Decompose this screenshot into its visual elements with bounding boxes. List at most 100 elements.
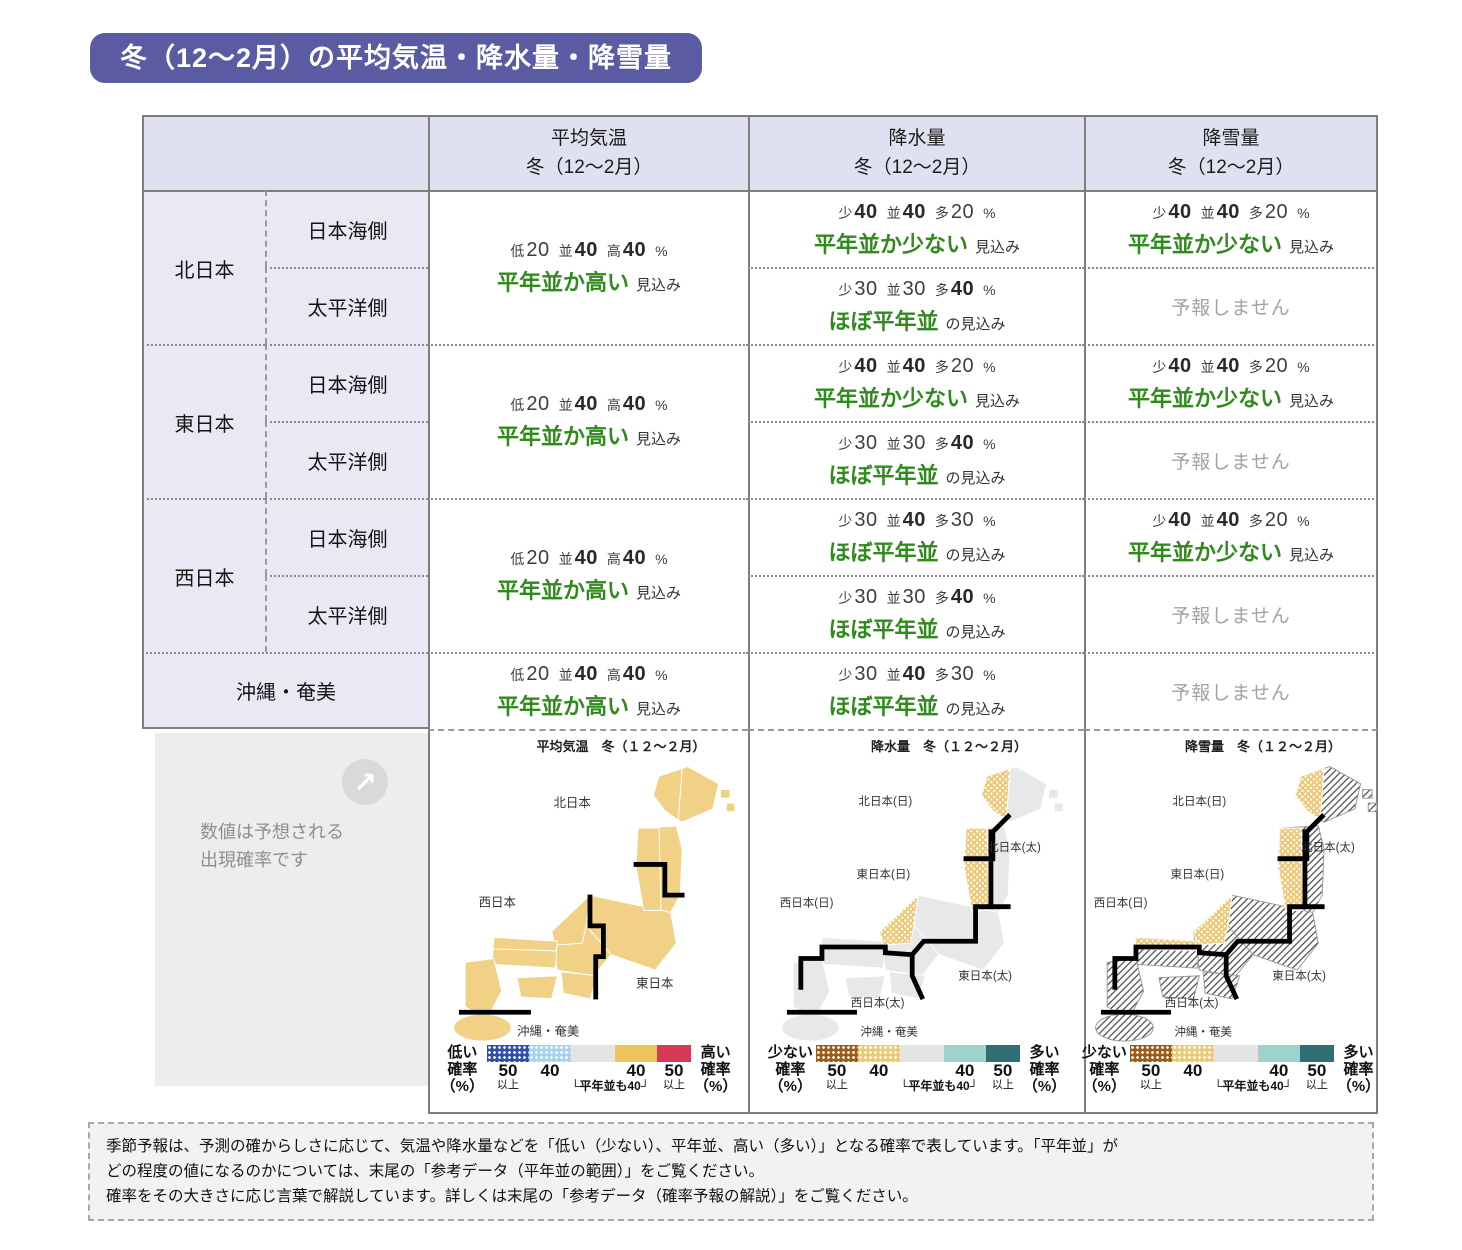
map-region-label: 東日本(太): [958, 969, 1012, 983]
side-label: 太平洋側: [265, 575, 428, 652]
forecast-summary: 平年並か高い 見込み: [496, 424, 682, 449]
region-divider-line: [633, 862, 685, 898]
map-region-label: 沖縄・奄美: [517, 1023, 579, 1038]
forecast-cell-precip: 少 30 並 30 多 40% ほぼ平年並 の見込み: [748, 575, 1084, 652]
legend-color-bar: [487, 1045, 691, 1062]
map-title: 降雪量 冬（１２～２月）: [1184, 739, 1341, 754]
probability-values: 低 20 並 40 高 40%: [510, 547, 668, 569]
legend-segment: [571, 1045, 615, 1062]
footer-note-line: どの程度の値になるのかについては、末尾の「参考データ（平年並の範囲）」をご覧くだ…: [106, 1163, 764, 1181]
japan-map-svg: 北日本(日) 北日本(太) 東日本(日) 西日本(日) 東日本(太) 西日本(太) 沖縄・奄…: [780, 765, 1064, 1042]
header-temperature: 平均気温 冬（12～2月）: [428, 115, 748, 190]
legend-segment: [1129, 1045, 1172, 1062]
header-snowfall-line2: 冬（12～2月）: [1167, 156, 1295, 178]
header-empty-cell: [142, 115, 428, 190]
legend-segment: [487, 1045, 529, 1062]
probability-values: 少 40 並 40 多 20%: [838, 354, 996, 377]
legend-ticks: 以上 └平年並も40┘ 以上: [825, 1079, 1014, 1093]
probability-values: 少 30 並 40 多 30%: [838, 508, 996, 531]
no-forecast-text: 予報しません: [1171, 683, 1291, 704]
map-region-label: 東日本(日): [1171, 867, 1225, 881]
probability-values: 少 40 並 40 多 20%: [1152, 200, 1310, 223]
header-precipitation-line2: 冬（12～2月）: [853, 156, 981, 178]
probability-values: 低 20 並 40 高 40%: [510, 393, 668, 415]
page-title: 冬（12～2月）の平均気温・降水量・降雪量: [90, 33, 703, 83]
legend-segment: [1257, 1045, 1300, 1062]
legend-ticks: 50 40 40 50: [498, 1061, 684, 1080]
forecast-summary: 平年並か少ない 見込み: [1127, 385, 1335, 411]
legend-segment: [1171, 1045, 1214, 1062]
region-label-east: 東日本: [142, 344, 265, 498]
region-label-north: 北日本: [142, 190, 265, 344]
map-region-label: 北日本(日): [858, 794, 912, 808]
legend-segment: [529, 1045, 571, 1062]
forecast-cell-temp: 低 20 並 40 高 40% 平年並か高い 見込み: [428, 498, 748, 652]
forecast-summary: 平年並か少ない 見込み: [813, 385, 1021, 411]
header-precipitation: 降水量 冬（12～2月）: [748, 115, 1084, 190]
map-region-label: 西日本(日): [780, 896, 834, 910]
side-label: 日本海側: [265, 344, 428, 421]
map-region-label: 東日本: [636, 976, 674, 990]
map-region-label: 北日本(太): [1301, 840, 1355, 854]
map-region-label: 北日本(日): [1172, 794, 1226, 808]
side-label: 日本海側: [265, 190, 428, 267]
forecast-cell-snow: 少 40 並 40 多 20% 平年並か少ない 見込み: [1084, 344, 1378, 421]
map-region-label: 西日本(太): [1165, 996, 1219, 1010]
legend-segment: [815, 1045, 858, 1062]
forecast-cell-precip: 少 30 並 30 多 40% ほぼ平年並 の見込み: [748, 421, 1084, 498]
side-label: 太平洋側: [265, 267, 428, 344]
forecast-cell-snow: 予報しません: [1084, 267, 1378, 344]
legend-segment: [1299, 1045, 1334, 1062]
legend-segment: [657, 1045, 691, 1062]
legend-segment: [943, 1045, 986, 1062]
forecast-cell-snow: 少 40 並 40 多 20% 平年並か少ない 見込み: [1084, 190, 1378, 267]
probability-values: 低 20 並 40 高 40%: [510, 662, 668, 685]
region-divider-line: [587, 894, 606, 1000]
map-legend: 少ない 確率 （%） 50 40 40 50 以上 └平年並も40┘ 以上 多い 確率 （%）: [1082, 1044, 1380, 1095]
header-snowfall-line1: 降雪量: [1202, 128, 1260, 149]
legend-segment: [1213, 1045, 1258, 1062]
footer-note-line: 確率をその大きさに応じ言葉で解説しています。詳しくは末尾の「参考データ（確率予報…: [106, 1188, 918, 1206]
map-region-label: 東日本(太): [1272, 969, 1326, 983]
side-label: 日本海側: [265, 498, 428, 575]
probability-note-panel: ↗ 数値は予想される 出現確率です: [155, 733, 428, 1086]
forecast-cell-precip: 少 40 並 40 多 20% 平年並か少ない 見込み: [748, 190, 1084, 267]
forecast-cell-temp: 低 20 並 40 高 40% 平年並か高い 見込み: [428, 190, 748, 344]
header-temperature-line2: 冬（12～2月）: [525, 156, 653, 178]
probability-values: 少 40 並 40 多 20%: [1152, 508, 1310, 531]
forecast-cell-temp: 低 20 並 40 高 40% 平年並か高い 見込み: [428, 652, 748, 729]
no-forecast-text: 予報しません: [1171, 452, 1291, 473]
forecast-summary: ほぼ平年並 の見込み: [828, 462, 1006, 488]
probability-values: 少 30 並 40 多 30%: [838, 662, 996, 685]
japan-map-svg: 北日本(日) 北日本(太) 東日本(日) 西日本(日) 東日本(太) 西日本(太) 沖縄・奄…: [1094, 765, 1378, 1042]
side-label: 太平洋側: [265, 421, 428, 498]
forecast-summary: ほぼ平年並 の見込み: [828, 693, 1006, 719]
legend-segment: [857, 1045, 900, 1062]
forecast-summary: 平年並か高い 見込み: [496, 270, 682, 295]
forecast-summary: 平年並か高い 見込み: [496, 578, 682, 603]
region-divider-line: [798, 944, 915, 990]
forecast-cell-snow: 少 40 並 40 多 20% 平年並か少ない 見込み: [1084, 498, 1378, 575]
arrow-up-right-icon: ↗: [342, 759, 388, 805]
forecast-summary: ほぼ平年並 の見込み: [828, 539, 1006, 565]
map-region-label: 沖縄・奄美: [860, 1024, 918, 1038]
legend-low-label: 少ない 確率 （%）: [767, 1044, 813, 1095]
legend-segment: [615, 1045, 657, 1062]
no-forecast-text: 予報しません: [1171, 606, 1291, 627]
probability-values: 少 40 並 40 多 20%: [1152, 354, 1310, 377]
header-temperature-line1: 平均気温: [550, 128, 627, 149]
forecast-table: 平均気温 冬（12～2月） 降水量 冬（12～2月） 降雪量 冬（12～2月） …: [142, 115, 1380, 1114]
legend-color-bar: [1129, 1045, 1334, 1062]
no-forecast-text: 予報しません: [1171, 298, 1291, 319]
forecast-summary: 平年並か少ない 見込み: [1127, 539, 1335, 565]
forecast-cell-precip: 少 30 並 40 多 30% ほぼ平年並 の見込み: [748, 498, 1084, 575]
probability-values: 少 30 並 30 多 40%: [838, 277, 996, 300]
footer-note: 季節予報は、予測の確からしさに応じて、気温や降水量などを「低い（少ない）、平年並…: [88, 1122, 1374, 1222]
map-region-label: 西日本: [479, 896, 517, 910]
forecast-cell-precip: 少 30 並 30 多 40% ほぼ平年並 の見込み: [748, 267, 1084, 344]
forecast-cell-snow: 予報しません: [1084, 421, 1378, 498]
forecast-cell-snow: 予報しません: [1084, 652, 1378, 729]
legend-high-label: 多い 確率 （%）: [1022, 1044, 1067, 1095]
map-region-label: 北日本(太): [987, 840, 1041, 854]
probability-note-line1: 数値は予想される: [200, 822, 344, 842]
